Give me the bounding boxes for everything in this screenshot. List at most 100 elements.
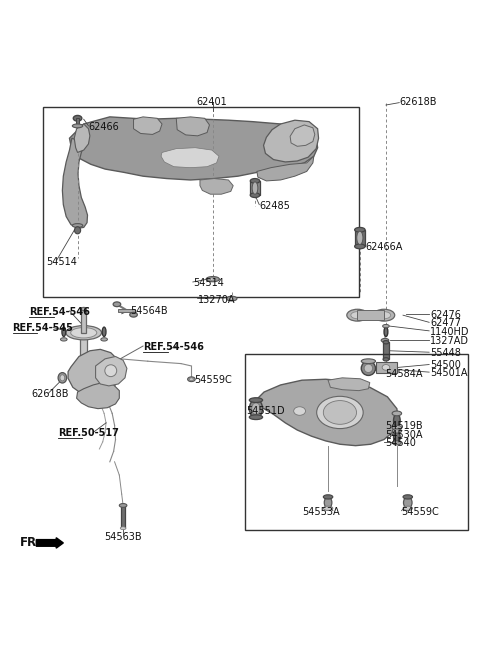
Text: 62618B: 62618B (32, 390, 69, 400)
Ellipse shape (357, 231, 363, 245)
Polygon shape (176, 117, 209, 136)
Ellipse shape (230, 297, 234, 300)
Bar (119, 308, 135, 312)
Ellipse shape (252, 403, 260, 415)
Text: REF.54-545: REF.54-545 (12, 323, 73, 333)
Text: REF.54-546: REF.54-546 (29, 307, 90, 317)
Ellipse shape (392, 429, 402, 433)
Text: 62466A: 62466A (365, 242, 402, 253)
Text: 62401: 62401 (196, 96, 227, 107)
Ellipse shape (72, 224, 83, 228)
Ellipse shape (324, 497, 332, 508)
Ellipse shape (324, 506, 333, 510)
Text: REF.54-546: REF.54-546 (143, 342, 204, 352)
Bar (43, 108, 359, 297)
Polygon shape (328, 378, 370, 390)
Text: 54584A: 54584A (385, 369, 422, 380)
Ellipse shape (130, 312, 137, 317)
Ellipse shape (120, 527, 126, 529)
Bar (358, 310, 384, 320)
Ellipse shape (101, 338, 108, 341)
Text: 54501A: 54501A (430, 368, 468, 378)
Text: 54540: 54540 (385, 438, 416, 448)
Ellipse shape (120, 504, 127, 507)
Ellipse shape (355, 228, 365, 232)
Bar (250, 181, 260, 195)
Text: 62477: 62477 (430, 318, 461, 328)
Ellipse shape (249, 415, 263, 420)
Text: 62485: 62485 (259, 201, 290, 211)
Ellipse shape (250, 178, 260, 183)
Text: 62618B: 62618B (399, 96, 437, 107)
Text: 62466: 62466 (88, 122, 119, 133)
Ellipse shape (381, 338, 389, 342)
Ellipse shape (74, 227, 81, 234)
Ellipse shape (249, 400, 263, 418)
Bar (355, 230, 365, 247)
Ellipse shape (71, 327, 97, 338)
Ellipse shape (403, 506, 412, 510)
Ellipse shape (249, 398, 263, 403)
Ellipse shape (347, 309, 368, 321)
Ellipse shape (105, 365, 117, 377)
Ellipse shape (252, 182, 258, 194)
Bar (121, 505, 125, 528)
Ellipse shape (377, 312, 391, 319)
Ellipse shape (60, 375, 65, 381)
Ellipse shape (62, 327, 66, 337)
Bar (383, 342, 389, 359)
Ellipse shape (383, 340, 389, 344)
Text: 55448: 55448 (430, 348, 461, 358)
Polygon shape (133, 117, 162, 134)
Text: 1327AD: 1327AD (430, 336, 469, 346)
Ellipse shape (355, 244, 365, 249)
Ellipse shape (190, 378, 193, 380)
Text: 54559C: 54559C (402, 506, 439, 517)
Ellipse shape (383, 325, 389, 328)
Text: 13270A: 13270A (198, 295, 235, 306)
Text: FR.: FR. (20, 537, 42, 550)
Ellipse shape (206, 277, 219, 281)
Text: 54559C: 54559C (194, 375, 232, 385)
Ellipse shape (81, 308, 86, 311)
Text: REF.50-517: REF.50-517 (58, 428, 119, 438)
Text: 54514: 54514 (46, 256, 77, 266)
Polygon shape (200, 178, 233, 194)
Ellipse shape (384, 327, 388, 337)
Bar (76, 118, 79, 125)
Polygon shape (264, 120, 319, 162)
Text: 54564B: 54564B (130, 306, 168, 316)
Ellipse shape (317, 396, 363, 428)
Ellipse shape (383, 358, 389, 361)
Ellipse shape (392, 411, 402, 416)
Ellipse shape (393, 441, 401, 445)
Ellipse shape (324, 401, 357, 424)
Ellipse shape (324, 495, 333, 499)
Bar (81, 333, 87, 375)
Ellipse shape (361, 361, 375, 375)
Polygon shape (68, 350, 120, 396)
Text: 54500: 54500 (430, 361, 461, 371)
Ellipse shape (364, 364, 372, 373)
Polygon shape (290, 125, 315, 146)
Polygon shape (70, 117, 318, 180)
FancyArrow shape (36, 538, 63, 548)
Ellipse shape (373, 309, 395, 321)
Text: 54553A: 54553A (302, 506, 339, 517)
Text: 54514: 54514 (193, 278, 224, 289)
Ellipse shape (404, 497, 412, 508)
Bar (375, 362, 397, 373)
Ellipse shape (294, 407, 306, 415)
Ellipse shape (394, 414, 400, 427)
Text: 54519B: 54519B (385, 420, 422, 431)
Text: 54551D: 54551D (246, 406, 285, 416)
Polygon shape (252, 379, 398, 445)
Text: 54563B: 54563B (104, 532, 142, 543)
Ellipse shape (227, 297, 237, 301)
Ellipse shape (403, 495, 412, 499)
Ellipse shape (66, 325, 101, 340)
Bar (245, 354, 468, 529)
Text: 54530A: 54530A (385, 430, 422, 440)
Polygon shape (161, 148, 219, 168)
Polygon shape (62, 138, 87, 228)
